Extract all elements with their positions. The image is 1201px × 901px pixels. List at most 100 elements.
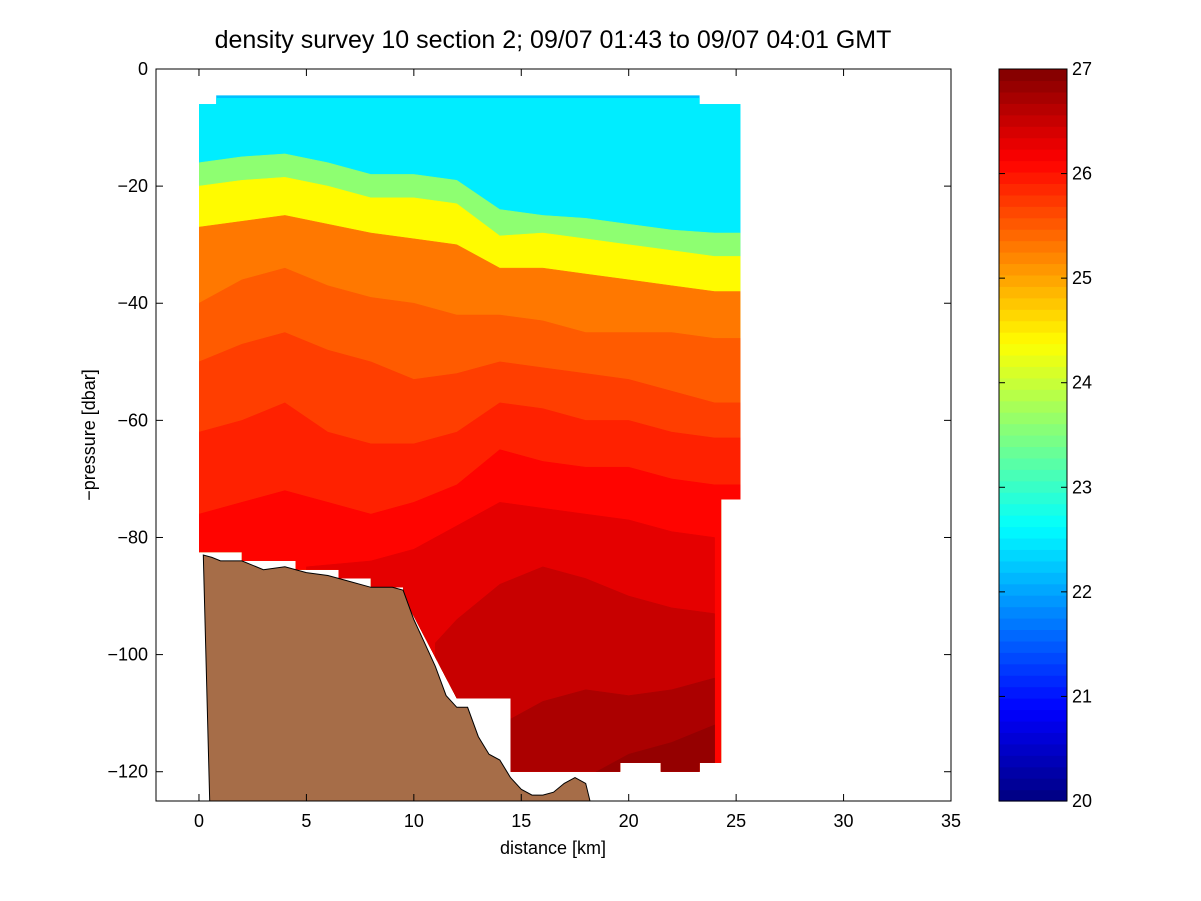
- y-tick-label: 0: [138, 59, 148, 79]
- colorbar-band: [999, 91, 1067, 104]
- colorbar-band: [999, 149, 1067, 162]
- colorbar-band: [999, 377, 1067, 390]
- colorbar-tick-label: 22: [1072, 582, 1092, 602]
- colorbar-band: [999, 240, 1067, 253]
- x-tick-label: 0: [194, 811, 204, 831]
- colorbar-band: [999, 560, 1067, 573]
- colorbar-band: [999, 606, 1067, 619]
- colorbar-band: [999, 320, 1067, 333]
- x-axis-label: distance [km]: [500, 838, 606, 858]
- colorbar-band: [999, 572, 1067, 585]
- colorbar-tick-label: 25: [1072, 268, 1092, 288]
- colorbar: 20 21 22 23 24 25 26 27: [998, 59, 1092, 811]
- colorbar-tick-label: 24: [1072, 373, 1092, 393]
- plot-area: 0 5 10 15 20 25 30 35 0 −20 −40 −60 −80 −100 −120: [107, 59, 961, 831]
- x-tick-label: 10: [404, 811, 424, 831]
- colorbar-band: [999, 389, 1067, 402]
- colorbar-band: [999, 206, 1067, 219]
- y-tick-label: −80: [117, 527, 148, 547]
- colorbar-band: [999, 583, 1067, 596]
- colorbar-band: [999, 663, 1067, 676]
- colorbar-band: [999, 229, 1067, 242]
- colorbar-band: [999, 698, 1067, 711]
- x-tick-label: 25: [726, 811, 746, 831]
- density-field: [199, 95, 741, 772]
- colorbar-band: [999, 537, 1067, 550]
- colorbar-band: [999, 423, 1067, 436]
- colorbar-band: [999, 629, 1067, 642]
- colorbar-band: [999, 194, 1067, 207]
- colorbar-band: [999, 766, 1067, 779]
- colorbar-band: [999, 332, 1067, 345]
- colorbar-band: [999, 286, 1067, 299]
- colorbar-band: [999, 457, 1067, 470]
- y-tick-label: −20: [117, 176, 148, 196]
- colorbar-band: [999, 126, 1067, 139]
- colorbar-band: [999, 160, 1067, 173]
- x-tick-label: 15: [511, 811, 531, 831]
- colorbar-band: [999, 412, 1067, 425]
- colorbar-band: [999, 595, 1067, 608]
- colorbar-tick-label: 23: [1072, 477, 1092, 497]
- x-tick-label: 30: [834, 811, 854, 831]
- y-tick-label: −100: [107, 645, 148, 665]
- colorbar-band: [999, 640, 1067, 653]
- colorbar-band: [999, 435, 1067, 448]
- x-tick-label: 5: [301, 811, 311, 831]
- colorbar-band: [999, 789, 1067, 802]
- colorbar-band: [999, 778, 1067, 791]
- colorbar-band: [999, 686, 1067, 699]
- colorbar-tick-label: 27: [1072, 59, 1092, 79]
- colorbar-band: [999, 80, 1067, 93]
- colorbar-band: [999, 503, 1067, 516]
- colorbar-band: [999, 309, 1067, 322]
- colorbar-band: [999, 549, 1067, 562]
- y-axis-label: −pressure [dbar]: [79, 369, 99, 501]
- x-tick-label: 35: [941, 811, 961, 831]
- colorbar-tick-label: 21: [1072, 686, 1092, 706]
- chart-title: density survey 10 section 2; 09/07 01:43…: [215, 26, 892, 54]
- colorbar-bands: [999, 69, 1067, 802]
- colorbar-band: [999, 217, 1067, 230]
- colorbar-band: [999, 709, 1067, 722]
- colorbar-band: [999, 618, 1067, 631]
- colorbar-band: [999, 755, 1067, 768]
- colorbar-band: [999, 137, 1067, 150]
- colorbar-band: [999, 515, 1067, 528]
- colorbar-band: [999, 732, 1067, 745]
- colorbar-band: [999, 103, 1067, 116]
- colorbar-band: [999, 446, 1067, 459]
- colorbar-frame: [998, 68, 1068, 802]
- colorbar-band: [999, 343, 1067, 356]
- colorbar-tick-label: 26: [1072, 164, 1092, 184]
- colorbar-band: [999, 274, 1067, 287]
- colorbar-band: [999, 720, 1067, 733]
- colorbar-band: [999, 183, 1067, 196]
- x-axis-ticks: 0 5 10 15 20 25 30 35: [194, 69, 961, 831]
- x-tick-label: 20: [619, 811, 639, 831]
- plot-frame: [155, 68, 952, 802]
- colorbar-band: [999, 114, 1067, 127]
- colorbar-band: [999, 252, 1067, 265]
- colorbar-band: [999, 366, 1067, 379]
- y-tick-label: −120: [107, 762, 148, 782]
- y-tick-label: −40: [117, 293, 148, 313]
- colorbar-ticks: 20 21 22 23 24 25 26 27: [999, 59, 1092, 811]
- colorbar-band: [999, 69, 1067, 82]
- colorbar-band: [999, 480, 1067, 493]
- colorbar-band: [999, 354, 1067, 367]
- colorbar-band: [999, 492, 1067, 505]
- colorbar-band: [999, 297, 1067, 310]
- colorbar-band: [999, 400, 1067, 413]
- colorbar-tick-label: 20: [1072, 791, 1092, 811]
- seafloor-bathymetry: [202, 554, 591, 801]
- colorbar-band: [999, 469, 1067, 482]
- y-tick-label: −60: [117, 410, 148, 430]
- colorbar-band: [999, 526, 1067, 539]
- colorbar-band: [999, 675, 1067, 688]
- colorbar-band: [999, 171, 1067, 184]
- colorbar-band: [999, 743, 1067, 756]
- y-axis-ticks: 0 −20 −40 −60 −80 −100 −120: [107, 59, 951, 782]
- colorbar-band: [999, 263, 1067, 276]
